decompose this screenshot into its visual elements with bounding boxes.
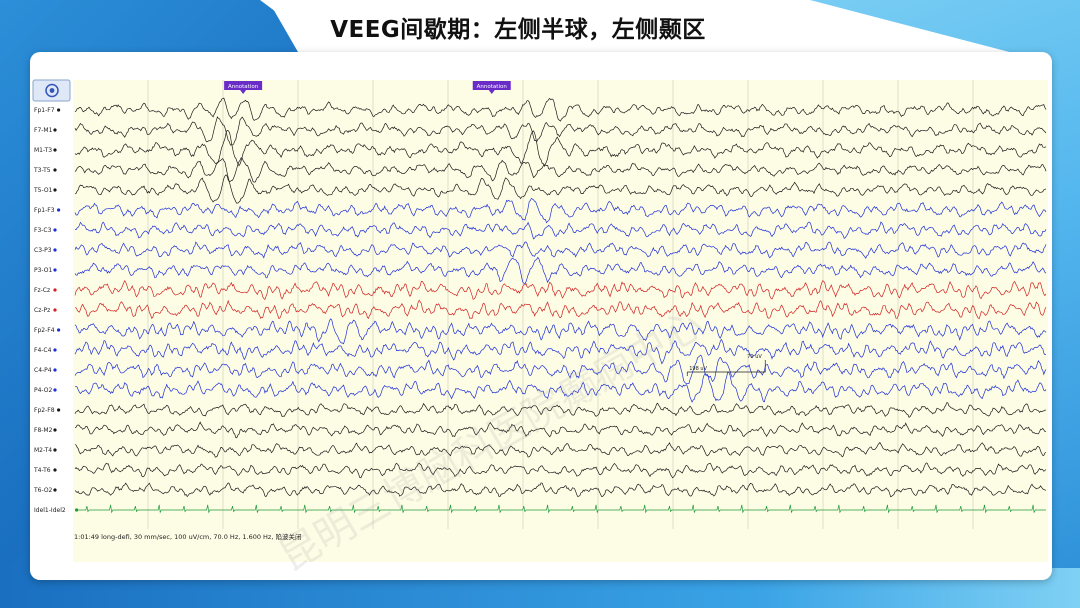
channel-trace	[74, 157, 1047, 183]
channel-trace	[75, 371, 1047, 403]
channel-label[interactable]: P3-O1	[34, 267, 52, 274]
channel-label[interactable]: C3-P3	[34, 247, 52, 254]
eeg-card: Fp1-F7 F7-M1 M1-T3 T3-T5 T5-O1 Fp1-F3 F3-C3 C3-…	[30, 52, 1052, 580]
channel-trace	[74, 130, 1047, 168]
channel-trace	[74, 241, 1047, 259]
channel-label[interactable]: Fp2-F8	[34, 407, 55, 414]
channel-color-dot	[53, 128, 57, 132]
channel-trace	[74, 279, 1047, 301]
channel-color-dot	[57, 408, 61, 412]
measurement-label-end: 70 uV	[747, 354, 762, 360]
channel-color-dot	[53, 448, 57, 452]
channel-label[interactable]: F8-M2	[34, 427, 53, 434]
annotation-marker[interactable]: Annotation	[472, 81, 511, 94]
channel-color-dot	[53, 248, 57, 252]
svg-text:Annotation: Annotation	[477, 84, 508, 90]
channel-color-dot	[53, 228, 57, 232]
channel-label[interactable]: T5-O1	[33, 187, 53, 194]
channel-color-dot	[53, 308, 57, 312]
channel-trace	[74, 197, 1047, 224]
channel-trace	[74, 402, 1047, 418]
title-banner	[268, 0, 768, 52]
svg-text:Annotation: Annotation	[228, 84, 259, 90]
channel-color-dot	[53, 388, 57, 392]
channel-color-dot	[53, 288, 57, 292]
page-title: VEEG间歇期：左侧半球，左侧颞区	[330, 17, 706, 43]
channel-label[interactable]: Fz-Cz	[34, 287, 50, 294]
channel-label[interactable]: F7-M1	[34, 127, 53, 134]
channel-trace	[74, 318, 1047, 345]
channel-color-dot	[53, 348, 57, 352]
channel-color-dot	[53, 168, 57, 172]
annotation-marker[interactable]: Annotation	[224, 81, 263, 94]
status-bar-text: 1:01:49 long-defi, 30 mm/sec, 100 uV/cm,…	[74, 532, 301, 541]
channel-color-dot	[53, 268, 57, 272]
channel-trace	[75, 504, 1046, 514]
channel-color-dot	[57, 108, 61, 112]
channel-color-dot	[57, 328, 61, 332]
target-icon[interactable]	[32, 79, 71, 102]
channel-trace	[75, 221, 1047, 240]
channel-color-dot	[53, 368, 57, 372]
channel-label[interactable]: C4-P4	[34, 367, 52, 374]
channel-label[interactable]: M2-T4	[34, 447, 52, 454]
channel-trace	[74, 338, 1047, 365]
channel-label[interactable]: Fp2-F4	[34, 327, 55, 334]
channel-trace	[74, 256, 1047, 285]
channel-color-dot	[53, 488, 57, 492]
channel-traces	[74, 97, 1047, 514]
title-area: VEEG间歇期：左侧半球，左侧颞区	[0, 0, 1080, 52]
channel-trace	[74, 354, 1047, 385]
channel-trace	[74, 174, 1047, 204]
channel-color-dot	[53, 148, 57, 152]
channel-label[interactable]: T4-T6	[33, 467, 51, 474]
channel-trace	[74, 299, 1047, 320]
channel-color-dot	[57, 208, 61, 212]
eeg-chart: Fp1-F7 F7-M1 M1-T3 T3-T5 T5-O1 Fp1-F3 F3-C3 C3-…	[32, 79, 1048, 580]
measurement-label-start: 198 uV	[689, 366, 707, 372]
channel-trace	[74, 441, 1047, 458]
channel-label[interactable]: F4-C4	[34, 347, 52, 354]
channel-label[interactable]: T6-O2	[33, 487, 53, 494]
measurement-line[interactable]	[686, 360, 766, 376]
channel-color-dot	[53, 188, 57, 192]
channel-trace	[74, 421, 1047, 439]
channel-label[interactable]: Cz-Pz	[34, 307, 50, 314]
channel-trace	[74, 97, 1047, 122]
channel-color-dot	[53, 428, 57, 432]
channel-label[interactable]: F3-C3	[34, 227, 52, 234]
plot-background	[73, 80, 1048, 562]
channel-trace	[74, 462, 1047, 479]
channel-labels: Fp1-F7 F7-M1 M1-T3 T3-T5 T5-O1 Fp1-F3 F3-C3 C3-…	[33, 107, 79, 514]
time-gridlines	[147, 80, 974, 529]
channel-label[interactable]: Idel1-Idel2	[34, 507, 66, 514]
channel-label[interactable]: Fp1-F7	[34, 107, 55, 114]
channel-color-dot	[53, 468, 57, 472]
channel-label[interactable]: P4-O2	[34, 387, 52, 394]
annotations: Annotation Annotation	[224, 81, 511, 94]
channel-trace	[74, 116, 1047, 146]
channel-label[interactable]: Fp1-F3	[34, 207, 55, 214]
channel-trace	[74, 482, 1047, 498]
channel-label[interactable]: T3-T5	[33, 167, 51, 174]
channel-label[interactable]: M1-T3	[34, 147, 52, 154]
measurement-tool: 198 uV 70 uV	[686, 354, 766, 376]
